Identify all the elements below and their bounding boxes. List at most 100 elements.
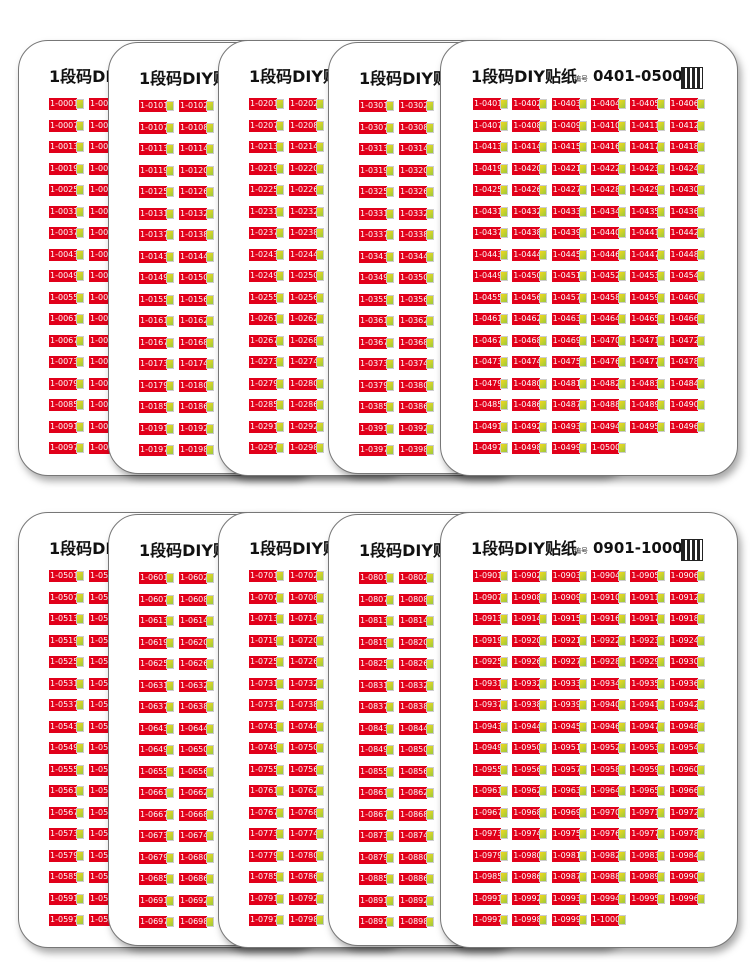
sticker-icon bbox=[539, 314, 548, 324]
sticker-icon bbox=[500, 357, 508, 367]
sticker-label: 1-0344 bbox=[399, 250, 427, 263]
sticker-icon bbox=[426, 616, 434, 626]
sticker-label: 1-0898 bbox=[399, 916, 427, 928]
sticker-icon bbox=[426, 294, 434, 305]
sticker-icon bbox=[316, 99, 324, 109]
sticker-icon bbox=[166, 337, 174, 348]
sticker-icon bbox=[166, 852, 174, 863]
sticker-icon bbox=[578, 206, 587, 217]
sticker-label: 1-0844 bbox=[399, 722, 427, 735]
sticker-icon bbox=[426, 402, 434, 412]
sticker-label: 1-0916 bbox=[590, 613, 619, 625]
sticker-label: 1-0298 bbox=[289, 442, 317, 454]
sticker-label: 1-0413 bbox=[473, 141, 501, 153]
sticker-icon bbox=[500, 292, 508, 303]
sticker-icon bbox=[206, 359, 214, 369]
sticker-icon bbox=[276, 185, 284, 195]
sticker-icon bbox=[426, 702, 434, 712]
sticker-icon bbox=[696, 850, 705, 861]
sticker-icon bbox=[276, 743, 284, 753]
sticker-icon bbox=[206, 273, 214, 283]
sticker-label: 1-0968 bbox=[512, 806, 541, 819]
sticker-label: 1-0638 bbox=[179, 701, 207, 713]
sticker-label: 1-0301 bbox=[359, 100, 387, 112]
sticker-label: 1-0537 bbox=[49, 699, 77, 711]
sticker-icon bbox=[500, 872, 508, 882]
sticker-icon bbox=[539, 743, 548, 753]
sticker-icon bbox=[617, 764, 626, 775]
sticker-label: 1-0814 bbox=[399, 615, 427, 627]
sticker-icon bbox=[657, 764, 666, 775]
sticker-label: 1-1000 bbox=[590, 914, 619, 926]
sticker-label: 1-0484 bbox=[669, 377, 698, 390]
sticker-icon bbox=[166, 445, 174, 455]
sticker-label: 1-0579 bbox=[49, 849, 77, 862]
sticker-icon bbox=[76, 764, 84, 775]
sticker-label: 1-0349 bbox=[359, 272, 387, 284]
sticker-label: 1-0457 bbox=[551, 291, 580, 304]
sticker-label: 1-0463 bbox=[551, 313, 580, 325]
sticker-label: 1-0998 bbox=[512, 914, 541, 926]
sticker-icon bbox=[276, 443, 284, 453]
sticker-label: 1-0801 bbox=[359, 572, 387, 584]
sticker-icon bbox=[696, 120, 705, 131]
sticker-icon bbox=[696, 142, 705, 152]
sticker-icon bbox=[539, 915, 548, 925]
sticker-icon bbox=[76, 142, 84, 152]
sticker-icon bbox=[696, 378, 705, 389]
sticker-icon bbox=[316, 228, 324, 238]
sticker-label: 1-0978 bbox=[669, 828, 698, 840]
sticker-label: 1-0326 bbox=[399, 186, 427, 198]
sticker-label: 1-0826 bbox=[399, 658, 427, 670]
sticker-label: 1-0850 bbox=[399, 744, 427, 756]
sticker-icon bbox=[276, 850, 284, 861]
sticker-label: 1-0475 bbox=[551, 356, 580, 368]
sticker-label: 1-0947 bbox=[630, 720, 659, 733]
sticker-label: 1-0750 bbox=[289, 742, 317, 754]
sticker-label: 1-0946 bbox=[590, 720, 619, 733]
sticker-label: 1-0965 bbox=[630, 785, 659, 797]
sticker-icon bbox=[386, 852, 394, 863]
sticker-icon bbox=[696, 721, 705, 732]
sticker-icon bbox=[426, 895, 434, 906]
sticker-icon bbox=[386, 337, 394, 348]
sticker-icon bbox=[696, 743, 705, 753]
sticker-icon bbox=[500, 657, 508, 667]
sticker-icon bbox=[386, 917, 394, 927]
sticker-label: 1-0055 bbox=[49, 291, 77, 304]
sticker-label: 1-0426 bbox=[512, 184, 541, 196]
sticker-label: 1-0338 bbox=[399, 229, 427, 241]
sticker-icon bbox=[386, 380, 394, 391]
sticker-label: 1-0936 bbox=[669, 677, 698, 690]
sticker-label: 1-0643 bbox=[139, 722, 167, 735]
sticker-label: 1-0374 bbox=[399, 358, 427, 370]
sticker-label: 1-0073 bbox=[49, 356, 77, 368]
sticker-icon bbox=[206, 831, 214, 841]
sticker-icon bbox=[696, 292, 705, 303]
sticker-label: 1-0780 bbox=[289, 849, 317, 862]
sticker-label: 1-0919 bbox=[473, 634, 501, 647]
sticker-icon bbox=[696, 99, 705, 109]
sticker-label: 1-0927 bbox=[551, 656, 580, 668]
sticker-icon bbox=[386, 723, 394, 734]
sticker-label: 1-0430 bbox=[669, 184, 698, 196]
sticker-label: 1-0119 bbox=[139, 164, 167, 177]
sticker-icon bbox=[426, 380, 434, 391]
sticker-label: 1-0279 bbox=[249, 377, 277, 390]
sticker-icon bbox=[316, 421, 324, 432]
sticker-label: 1-0380 bbox=[399, 379, 427, 392]
sticker-icon bbox=[696, 893, 705, 904]
sticker-icon bbox=[617, 635, 626, 646]
sticker-icon bbox=[166, 594, 174, 605]
sticker-label: 1-0691 bbox=[139, 894, 167, 907]
sticker-icon bbox=[578, 786, 587, 796]
sticker-icon bbox=[166, 208, 174, 219]
sticker-icon bbox=[316, 743, 324, 753]
sticker-icon bbox=[617, 614, 626, 624]
sticker-icon bbox=[578, 163, 587, 174]
sticker-icon bbox=[316, 786, 324, 796]
sticker-label: 1-0607 bbox=[139, 593, 167, 606]
sticker-label: 1-0262 bbox=[289, 313, 317, 325]
sticker-icon bbox=[617, 786, 626, 796]
sticker-label: 1-0037 bbox=[49, 227, 77, 239]
